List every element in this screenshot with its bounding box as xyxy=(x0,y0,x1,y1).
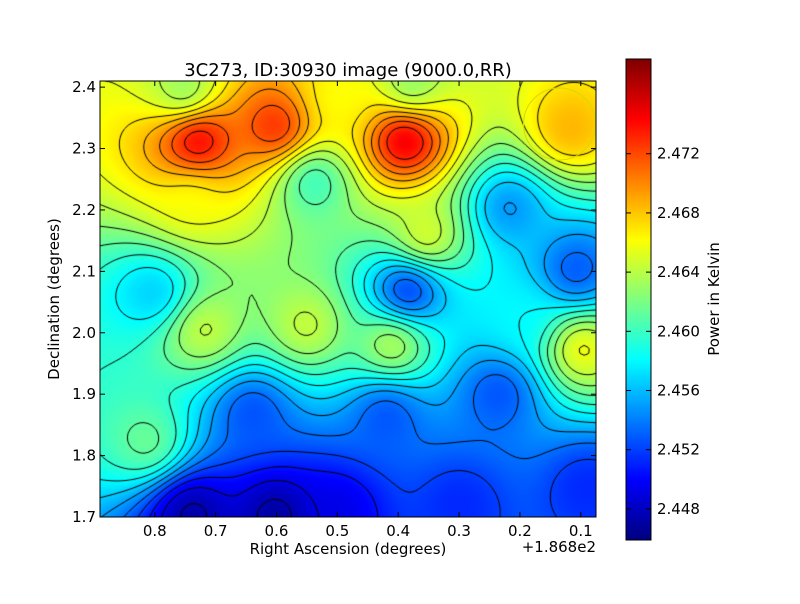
x-tick-label: 0.2 xyxy=(508,522,532,540)
colorbar-tick-label: 2.472 xyxy=(657,145,700,163)
y-axis-ticks: 1.7 1.8 1.9 2.0 2.1 2.2 2.3 2.4 xyxy=(72,78,596,526)
colorbar-tick-label: 2.448 xyxy=(657,500,700,518)
colorbar-image-holder xyxy=(626,59,651,540)
x-axis-ticks: 0.8 0.7 0.6 0.5 0.4 0.3 0.2 0.1 xyxy=(143,81,593,540)
colorbar-frame xyxy=(625,58,652,541)
chart-title: 3C273, ID:30930 image (9000.0,RR) xyxy=(184,60,512,81)
y-tick-label: 1.8 xyxy=(72,447,96,465)
plot-frame xyxy=(99,80,597,518)
x-tick-label: 0.4 xyxy=(386,522,410,540)
x-tick-label: 0.5 xyxy=(325,522,349,540)
colorbar-ticks: 2.448 2.452 2.456 2.460 2.464 2.468 2.472 xyxy=(626,145,700,518)
colorbar-label: Power in Kelvin xyxy=(705,242,723,356)
heatmap-image xyxy=(100,81,596,517)
y-axis-label: Declination (degrees) xyxy=(45,218,63,380)
y-tick-label: 2.0 xyxy=(72,324,96,342)
heatmap-plot: 0.8 0.7 0.6 0.5 0.4 0.3 0.2 0.1 1.7 1.8 1.9 2.0 2.1… xyxy=(72,78,597,540)
x-tick-label: 0.3 xyxy=(447,522,471,540)
colorbar-tick-label: 2.464 xyxy=(657,263,700,281)
y-tick-label: 2.4 xyxy=(72,78,96,96)
x-tick-label: 0.7 xyxy=(204,522,228,540)
y-tick-label: 2.2 xyxy=(72,201,96,219)
x-tick-label: 0.1 xyxy=(569,522,593,540)
x-axis-offset-label: +1.868e2 xyxy=(522,538,596,556)
y-tick-label: 2.1 xyxy=(72,262,96,280)
y-tick-label: 2.3 xyxy=(72,140,96,158)
x-tick-label: 0.6 xyxy=(265,522,289,540)
colorbar-tick-label: 2.468 xyxy=(657,204,700,222)
y-tick-label: 1.7 xyxy=(72,508,96,526)
y-tick-label: 1.9 xyxy=(72,385,96,403)
x-tick-label: 0.8 xyxy=(143,522,167,540)
colorbar-tick-label: 2.460 xyxy=(657,322,700,340)
colorbar-tick-label: 2.452 xyxy=(657,441,700,459)
colorbar: 2.448 2.452 2.456 2.460 2.464 2.468 2.472 Powe… xyxy=(625,58,723,541)
heatmap-image-holder xyxy=(100,81,596,517)
colorbar-tick-label: 2.456 xyxy=(657,382,700,400)
colorbar-image xyxy=(626,59,651,540)
source-marker-circle xyxy=(522,87,596,161)
x-axis-label: Right Ascension (degrees) xyxy=(250,540,447,558)
